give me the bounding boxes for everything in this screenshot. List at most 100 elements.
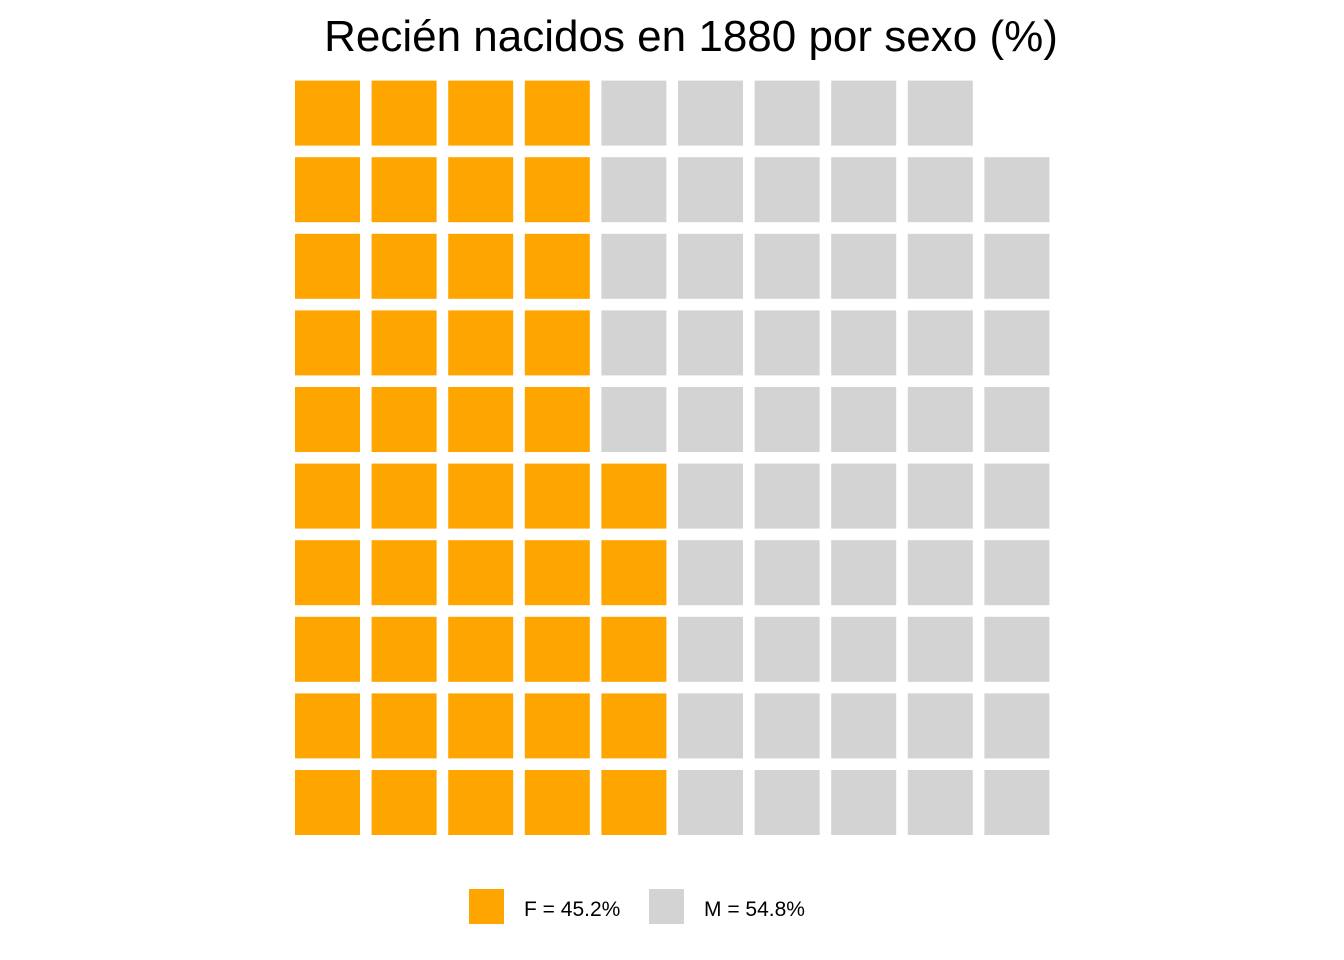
waffle-square-f [295, 616, 360, 682]
waffle-square-f [371, 80, 437, 146]
waffle-square-f [295, 387, 360, 452]
waffle-square-m [907, 540, 973, 606]
waffle-square-m [984, 387, 1050, 452]
waffle-square-m [678, 616, 743, 682]
waffle-square-m [754, 233, 820, 299]
waffle-square-m [907, 463, 973, 529]
waffle-square-f [371, 540, 437, 606]
waffle-square-f [524, 540, 590, 606]
waffle-square-m [831, 463, 897, 529]
waffle-square-f [448, 387, 514, 452]
waffle-square-m [678, 770, 743, 835]
waffle-square-f [448, 770, 514, 835]
waffle-square-m [831, 770, 897, 835]
waffle-square-m [601, 80, 667, 146]
waffle-square-m [907, 80, 973, 146]
waffle-square-f [448, 540, 514, 606]
waffle-square-f [295, 770, 360, 835]
waffle-square-f [524, 616, 590, 682]
waffle-square-m [678, 157, 743, 223]
waffle-square-f [601, 540, 667, 606]
waffle-square-m [831, 80, 897, 146]
waffle-square-f [601, 693, 667, 759]
waffle-square-m [754, 693, 820, 759]
waffle-square-m [754, 770, 820, 835]
waffle-square-f [601, 770, 667, 835]
waffle-square-m [984, 157, 1050, 223]
waffle-square-m [984, 770, 1050, 835]
waffle-square-f [524, 310, 590, 376]
waffle-square-f [448, 233, 514, 299]
waffle-square-m [754, 310, 820, 376]
waffle-square-m [907, 693, 973, 759]
waffle-square-m [984, 540, 1050, 606]
legend-swatch-f [469, 889, 504, 924]
waffle-square-m [907, 310, 973, 376]
waffle-square-f [371, 463, 437, 529]
waffle-square-m [601, 310, 667, 376]
waffle-square-f [371, 387, 437, 452]
waffle-square-m [601, 233, 667, 299]
waffle-square-f [295, 540, 360, 606]
waffle-square-m [984, 693, 1050, 759]
waffle-square-f [448, 693, 514, 759]
waffle-square-m [831, 233, 897, 299]
waffle-square-f [448, 616, 514, 682]
legend-swatch-m [649, 889, 684, 924]
waffle-square-m [754, 616, 820, 682]
waffle-square-f [295, 157, 360, 223]
waffle-square-m [984, 616, 1050, 682]
waffle-square-m [831, 616, 897, 682]
waffle-square-f [524, 80, 590, 146]
waffle-square-f [448, 80, 514, 146]
legend: F = 45.2% M = 54.8% [469, 889, 805, 924]
waffle-square-f [371, 233, 437, 299]
waffle-square-f [295, 80, 360, 146]
waffle-square-f [295, 693, 360, 759]
waffle-square-m [601, 157, 667, 223]
waffle-square-m [907, 233, 973, 299]
waffle-square-m [754, 80, 820, 146]
waffle-square-m [984, 233, 1050, 299]
waffle-square-m [754, 157, 820, 223]
waffle-square-m [907, 770, 973, 835]
waffle-square-m [754, 540, 820, 606]
legend-label-f: F = 45.2% [524, 898, 620, 921]
waffle-square-m [831, 540, 897, 606]
waffle-square-m [678, 387, 743, 452]
waffle-square-f [295, 233, 360, 299]
waffle-square-m [678, 693, 743, 759]
waffle-square-f [601, 463, 667, 529]
waffle-square-m [678, 540, 743, 606]
waffle-square-m [678, 310, 743, 376]
waffle-square-m [907, 616, 973, 682]
waffle-square-m [754, 387, 820, 452]
waffle-square-m [831, 310, 897, 376]
waffle-square-f [524, 387, 590, 452]
waffle-square-f [371, 770, 437, 835]
waffle-square-f [371, 310, 437, 376]
chart-title: Recién nacidos en 1880 por sexo (%) [324, 12, 1058, 61]
waffle-square-m [984, 463, 1050, 529]
waffle-square-f [601, 616, 667, 682]
waffle-square-f [448, 157, 514, 223]
waffle-square-m [831, 387, 897, 452]
waffle-square-m [678, 233, 743, 299]
waffle-square-m [601, 387, 667, 452]
waffle-square-f [448, 463, 514, 529]
waffle-square-m [754, 463, 820, 529]
waffle-square-f [524, 233, 590, 299]
waffle-square-m [907, 157, 973, 223]
waffle-square-m [678, 80, 743, 146]
waffle-square-f [371, 616, 437, 682]
legend-label-m: M = 54.8% [704, 898, 805, 921]
waffle-square-f [448, 310, 514, 376]
waffle-square-f [524, 463, 590, 529]
waffle-square-f [295, 310, 360, 376]
waffle-square-m [984, 310, 1050, 376]
waffle-square-f [524, 770, 590, 835]
waffle-square-f [295, 463, 360, 529]
waffle-squares [295, 80, 1050, 835]
waffle-square-f [524, 157, 590, 223]
